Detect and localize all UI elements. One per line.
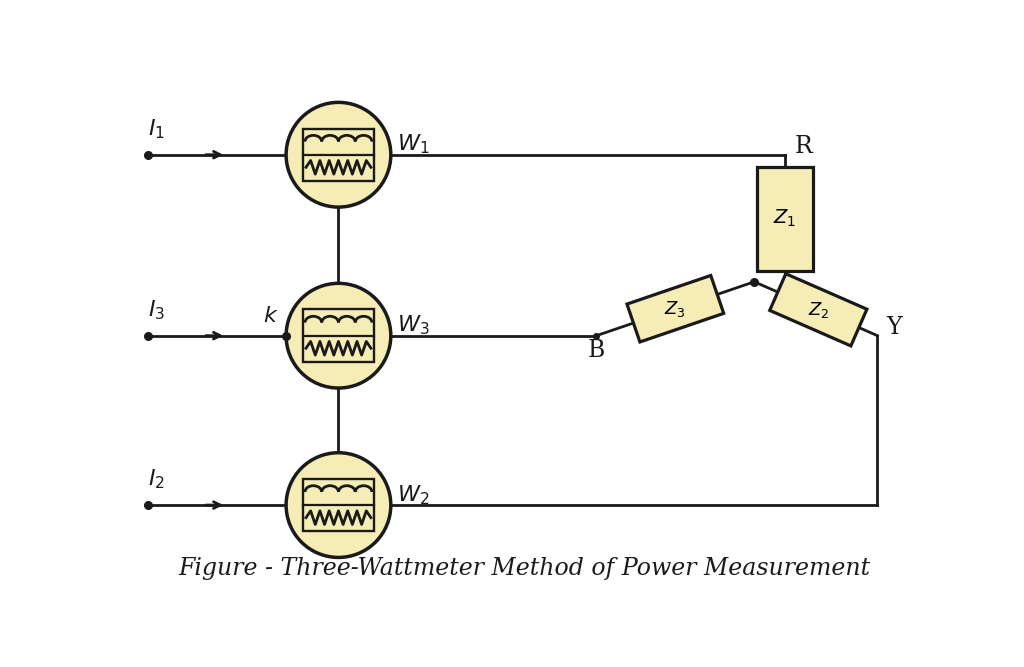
Text: Y: Y xyxy=(887,316,902,339)
Text: R: R xyxy=(795,135,812,158)
Text: $W_3$: $W_3$ xyxy=(397,314,429,338)
Polygon shape xyxy=(627,275,724,342)
Text: $I_3$: $I_3$ xyxy=(147,298,165,322)
Text: B: B xyxy=(588,340,605,362)
Bar xyxy=(303,129,374,181)
Polygon shape xyxy=(770,273,867,346)
Bar xyxy=(303,479,374,531)
Bar xyxy=(303,309,374,362)
Text: $Z_3$: $Z_3$ xyxy=(665,299,686,319)
Circle shape xyxy=(286,102,391,207)
Text: $Z_1$: $Z_1$ xyxy=(773,208,797,229)
Text: Figure - Three-Wattmeter Method of Power Measurement: Figure - Three-Wattmeter Method of Power… xyxy=(179,557,870,580)
Circle shape xyxy=(286,453,391,558)
Text: $k$: $k$ xyxy=(263,305,279,327)
Polygon shape xyxy=(758,167,813,271)
Text: $I_2$: $I_2$ xyxy=(147,468,164,492)
Text: $W_1$: $W_1$ xyxy=(397,133,429,157)
Circle shape xyxy=(286,283,391,388)
Text: $W_2$: $W_2$ xyxy=(397,483,429,507)
Text: $Z_2$: $Z_2$ xyxy=(808,299,829,319)
Text: $I_1$: $I_1$ xyxy=(147,117,165,141)
